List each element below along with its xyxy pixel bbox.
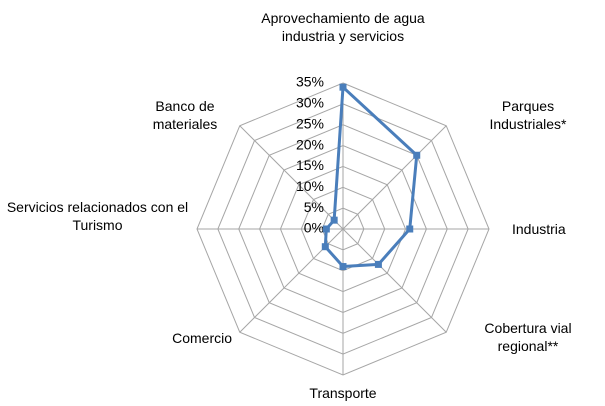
marker bbox=[339, 263, 347, 271]
y-tick-label: 35% bbox=[296, 74, 324, 90]
y-tick-label: 20% bbox=[296, 136, 324, 152]
category-label: Servicios relacionados con el Turismo bbox=[6, 199, 189, 233]
marker bbox=[321, 243, 329, 251]
spoke bbox=[342, 228, 447, 333]
y-tick-label: 25% bbox=[296, 115, 324, 131]
category-label: Transporte bbox=[309, 385, 377, 401]
marker bbox=[374, 260, 382, 268]
y-tick-label: 5% bbox=[304, 199, 324, 215]
marker bbox=[339, 83, 347, 91]
marker bbox=[322, 225, 330, 233]
category-label: Aprovechamiento de agua industria y serv… bbox=[261, 10, 425, 44]
series-line bbox=[323, 85, 419, 269]
y-tick-label: 0% bbox=[304, 220, 324, 236]
spoke bbox=[239, 125, 344, 230]
category-label: Comercio bbox=[172, 330, 232, 346]
category-label: Cobertura vial regional** bbox=[484, 320, 572, 354]
category-label: Parques Industriales* bbox=[489, 98, 567, 132]
marker bbox=[330, 216, 338, 224]
y-tick-label: 10% bbox=[296, 178, 324, 194]
marker bbox=[413, 151, 421, 159]
y-tick-label: 30% bbox=[296, 95, 324, 111]
spoke bbox=[342, 125, 447, 230]
marker bbox=[406, 225, 414, 233]
y-tick-label: 15% bbox=[296, 157, 324, 173]
category-label: Industria bbox=[512, 221, 566, 237]
category-label: Banco de materiales bbox=[152, 98, 218, 132]
